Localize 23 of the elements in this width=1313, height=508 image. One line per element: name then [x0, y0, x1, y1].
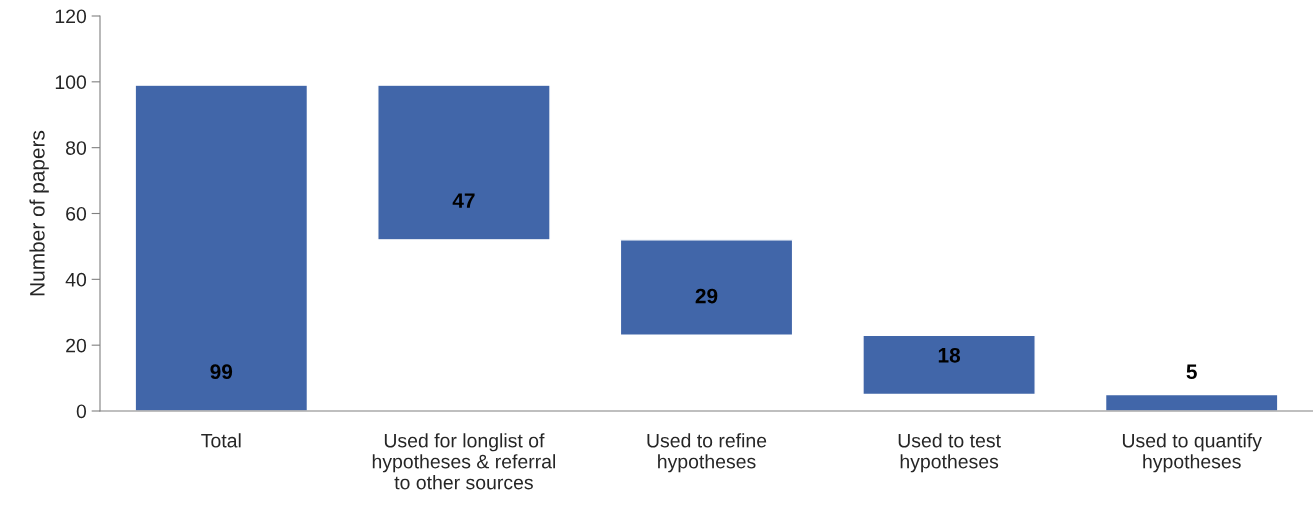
bar: [377, 84, 551, 241]
x-tick-label: Used for longlist of hypotheses & referral to other sources: [372, 433, 556, 490]
bar: [619, 239, 794, 336]
x-tick-label: Used to quantify hypotheses: [1122, 433, 1262, 473]
y-tick-label: 20: [66, 338, 87, 353]
bar: [134, 84, 309, 411]
x-tick-label: Total: [201, 433, 241, 448]
x-tick-label: Used to test hypotheses: [898, 433, 1001, 473]
y-tick-label: 120: [55, 9, 87, 24]
y-axis-title: Number of papers: [29, 130, 49, 296]
data-label: 47: [452, 193, 475, 208]
y-tick-label: 60: [66, 206, 87, 221]
data-label: 18: [938, 347, 961, 363]
y-tick-label: 40: [65, 272, 87, 287]
data-label: 29: [695, 288, 718, 304]
x-tick-label: Used to refine hypotheses: [647, 433, 767, 473]
y-tick-label: 100: [55, 75, 87, 90]
y-tick-label: 0: [76, 404, 87, 419]
data-label: 5: [1186, 364, 1197, 380]
bar: [862, 334, 1036, 396]
data-label: 99: [210, 364, 233, 380]
y-tick-label: 80: [66, 141, 87, 155]
bar: [1104, 393, 1279, 411]
